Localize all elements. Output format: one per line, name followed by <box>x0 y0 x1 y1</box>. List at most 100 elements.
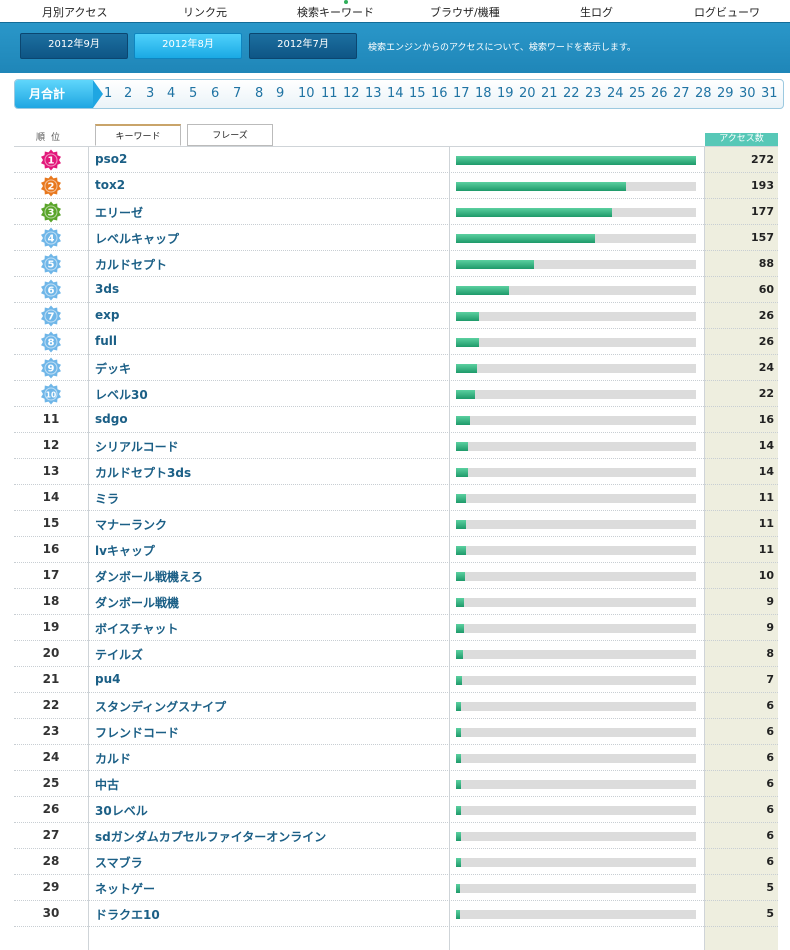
access-bar-track <box>456 806 696 815</box>
nav-raw-log[interactable]: 生ログ <box>580 6 613 19</box>
access-bar-track <box>456 728 696 737</box>
day-1[interactable]: 1 <box>104 86 113 101</box>
day-13[interactable]: 13 <box>365 86 382 101</box>
keyword-link[interactable]: sdガンダムカプセルファイターオンライン <box>95 830 327 844</box>
rank-badge-icon: 7 <box>41 305 61 327</box>
access-bar <box>456 286 509 295</box>
day-2[interactable]: 2 <box>124 86 133 101</box>
rank-badge-icon: 10 <box>41 383 61 405</box>
day-19[interactable]: 19 <box>497 86 514 101</box>
keyword-link[interactable]: テイルズ <box>95 648 144 662</box>
month-tab-2012-07[interactable]: 2012年7月 <box>249 33 357 59</box>
day-24[interactable]: 24 <box>607 86 624 101</box>
day-26[interactable]: 26 <box>651 86 668 101</box>
nav-log-viewer[interactable]: ログビューワ <box>694 6 760 19</box>
day-6[interactable]: 6 <box>211 86 220 101</box>
rank-badge-number: 3 <box>48 208 55 219</box>
keyword-link[interactable]: 中古 <box>95 778 120 792</box>
access-count: 88 <box>758 257 774 270</box>
access-bar <box>456 910 460 919</box>
day-25[interactable]: 25 <box>629 86 646 101</box>
keyword-link[interactable]: カルドセプト <box>95 258 168 272</box>
tab-phrase[interactable]: フレーズ <box>187 124 273 146</box>
day-14[interactable]: 14 <box>387 86 404 101</box>
month-tab-2012-08[interactable]: 2012年8月 <box>134 33 242 59</box>
day-12[interactable]: 12 <box>343 86 360 101</box>
day-9[interactable]: 9 <box>276 86 285 101</box>
day-16[interactable]: 16 <box>431 86 448 101</box>
keyword-link[interactable]: エリーゼ <box>95 206 144 220</box>
nav-search-keyword[interactable]: 検索キーワード <box>297 6 374 19</box>
day-28[interactable]: 28 <box>695 86 712 101</box>
day-22[interactable]: 22 <box>563 86 580 101</box>
day-11[interactable]: 11 <box>321 86 338 101</box>
month-tab-2012-09[interactable]: 2012年9月 <box>20 33 128 59</box>
keyword-link[interactable]: ダンボール戦機えろ <box>95 570 204 584</box>
access-count: 14 <box>758 439 774 452</box>
keyword-link[interactable]: ダンボール戦機 <box>95 596 180 610</box>
nav-browser-device[interactable]: ブラウザ/機種 <box>430 6 500 19</box>
day-31[interactable]: 31 <box>761 86 778 101</box>
keyword-link[interactable]: 30レベル <box>95 804 148 818</box>
rank-number: 13 <box>42 464 60 478</box>
keyword-link[interactable]: マナーランク <box>95 518 168 532</box>
keyword-link[interactable]: sdgo <box>95 412 128 426</box>
access-bar <box>456 858 461 867</box>
access-bar-track <box>456 494 696 503</box>
keyword-link[interactable]: レベルキャップ <box>95 232 180 246</box>
keyword-link[interactable]: ミラ <box>95 492 120 506</box>
keyword-link[interactable]: スタンディングスナイプ <box>95 700 227 714</box>
day-27[interactable]: 27 <box>673 86 690 101</box>
day-10[interactable]: 10 <box>298 86 315 101</box>
access-bar-track <box>456 260 696 269</box>
day-21[interactable]: 21 <box>541 86 558 101</box>
access-count: 11 <box>758 543 774 556</box>
day-23[interactable]: 23 <box>585 86 602 101</box>
keyword-link[interactable]: ボイスチャット <box>95 622 179 636</box>
day-4[interactable]: 4 <box>167 86 176 101</box>
table-row: 21 pu4 7 <box>14 667 778 693</box>
day-17[interactable]: 17 <box>453 86 470 101</box>
keyword-link[interactable]: pso2 <box>95 152 128 166</box>
keyword-link[interactable]: シリアルコード <box>95 440 179 454</box>
keyword-link[interactable]: 3ds <box>95 282 120 296</box>
table-row: 14 ミラ 11 <box>14 485 778 511</box>
access-bar <box>456 156 696 165</box>
keyword-link[interactable]: カルドセプト3ds <box>95 466 192 480</box>
access-bar <box>456 624 464 633</box>
rank-number: 22 <box>42 698 60 712</box>
day-18[interactable]: 18 <box>475 86 492 101</box>
keyword-link[interactable]: スマブラ <box>95 856 143 870</box>
keyword-link[interactable]: lvキャップ <box>95 544 155 558</box>
day-29[interactable]: 29 <box>717 86 734 101</box>
keyword-link[interactable]: exp <box>95 308 120 322</box>
monthly-total-button[interactable]: 月合計 <box>15 80 93 108</box>
day-5[interactable]: 5 <box>189 86 198 101</box>
tab-keyword[interactable]: キーワード <box>95 124 181 146</box>
access-count: 7 <box>766 673 774 686</box>
table-row: 23 フレンドコード 6 <box>14 719 778 745</box>
keyword-link[interactable]: カルド <box>95 752 132 766</box>
day-8[interactable]: 8 <box>255 86 264 101</box>
day-7[interactable]: 7 <box>233 86 242 101</box>
nav-monthly-access[interactable]: 月別アクセス <box>42 6 108 19</box>
column-divider <box>88 146 89 950</box>
access-bar <box>456 806 461 815</box>
access-bar <box>456 208 612 217</box>
keyword-link[interactable]: レベル30 <box>95 388 148 402</box>
access-count: 10 <box>758 569 774 582</box>
day-30[interactable]: 30 <box>739 86 756 101</box>
keyword-link[interactable]: フレンドコード <box>95 726 180 740</box>
day-15[interactable]: 15 <box>409 86 426 101</box>
keyword-link[interactable]: ドラクエ10 <box>95 908 160 922</box>
day-20[interactable]: 20 <box>519 86 536 101</box>
day-3[interactable]: 3 <box>146 86 155 101</box>
access-bar-track <box>456 572 696 581</box>
nav-referrer[interactable]: リンク元 <box>183 6 227 19</box>
access-bar <box>456 494 466 503</box>
keyword-link[interactable]: pu4 <box>95 672 121 686</box>
keyword-link[interactable]: full <box>95 334 117 348</box>
keyword-link[interactable]: tox2 <box>95 178 126 192</box>
keyword-link[interactable]: デッキ <box>95 362 132 376</box>
keyword-link[interactable]: ネットゲー <box>95 882 156 896</box>
